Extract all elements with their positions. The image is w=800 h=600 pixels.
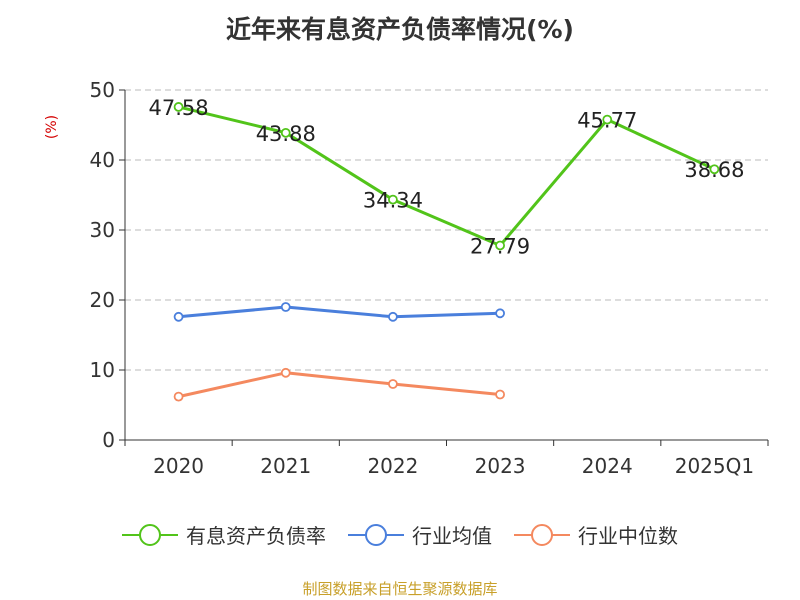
chart-title: 近年来有息资产负债率情况(%) — [226, 15, 574, 44]
x-tick-label: 2023 — [475, 454, 526, 478]
legend-item[interactable]: 行业中位数 — [514, 520, 678, 549]
data-point — [495, 240, 505, 251]
legend-item[interactable]: 有息资产负债率 — [122, 520, 326, 549]
x-tick-label: 2021 — [260, 454, 311, 478]
grid-lines — [125, 89, 768, 371]
series-line-2 — [178, 371, 501, 399]
legend-marker-icon — [514, 523, 570, 547]
data-label: 47.58 — [149, 96, 209, 120]
x-tick-label: 2020 — [153, 454, 204, 478]
series-line-1 — [178, 305, 501, 319]
legend-label: 行业中位数 — [578, 524, 678, 548]
series-line-0 — [178, 105, 716, 247]
data-label: 43.88 — [256, 122, 316, 146]
data-label: 34.34 — [363, 189, 423, 213]
data-point — [280, 367, 291, 378]
x-tick-label: 2022 — [367, 454, 418, 478]
data-point — [709, 164, 720, 175]
legend: 有息资产负债率 行业均值 行业中位数 — [0, 520, 800, 549]
y-tick-label: 30 — [90, 218, 115, 242]
data-label: 27.79 — [470, 234, 530, 258]
series-layer — [173, 102, 720, 402]
data-point — [388, 379, 398, 389]
data-label: 38.68 — [684, 158, 744, 182]
y-tick-label: 10 — [90, 358, 115, 382]
data-point — [173, 391, 184, 402]
data-point — [495, 308, 505, 319]
data-point — [173, 311, 184, 322]
data-point — [495, 389, 505, 400]
data-labels: 47.58 43.88 34.34 27.79 45.77 38.68 — [149, 96, 745, 259]
legend-item[interactable]: 行业均值 — [348, 520, 492, 549]
y-tick-label: 50 — [90, 78, 115, 102]
y-tick-label: 20 — [90, 288, 115, 312]
data-point — [602, 114, 613, 125]
legend-label: 行业均值 — [412, 524, 492, 548]
y-tick-label: 40 — [90, 148, 115, 172]
legend-marker-icon — [348, 523, 404, 547]
y-tick-label: 0 — [102, 428, 115, 452]
legend-marker-icon — [122, 523, 178, 547]
x-tick-label: 2024 — [582, 454, 633, 478]
data-point — [388, 194, 398, 205]
legend-label: 有息资产负债率 — [186, 524, 326, 548]
data-label: 45.77 — [577, 109, 637, 133]
data-point — [280, 127, 291, 138]
source-note: 制图数据来自恒生聚源数据库 — [302, 580, 498, 598]
data-point — [173, 102, 184, 112]
axes: 0 10 20 30 40 50 2020 2021 2022 2023 2024 2025Q1 — [90, 78, 769, 478]
data-point — [280, 302, 291, 312]
line-chart: 0 10 20 30 40 50 2020 2021 2022 2023 2024 2025Q1 47… — [90, 78, 769, 478]
x-tick-label: 2025Q1 — [675, 454, 754, 478]
data-point — [388, 311, 398, 322]
